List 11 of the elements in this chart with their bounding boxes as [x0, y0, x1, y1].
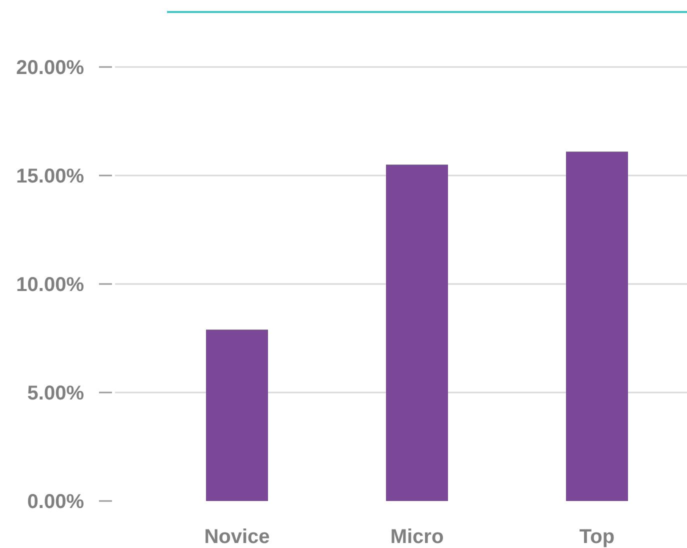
y-tick-label: 20.00% — [16, 57, 84, 80]
bar — [566, 152, 628, 501]
bar — [206, 330, 268, 501]
y-tick-label: 0.00% — [27, 491, 84, 514]
x-tick-label: Top — [579, 526, 615, 548]
bar — [386, 164, 448, 501]
x-tick-label: Micro — [390, 526, 444, 548]
x-tick-label: Novice — [204, 526, 270, 548]
y-tick-label: 15.00% — [16, 166, 84, 188]
y-tick-label: 5.00% — [27, 382, 84, 405]
y-tick-label: 10.00% — [16, 274, 84, 296]
